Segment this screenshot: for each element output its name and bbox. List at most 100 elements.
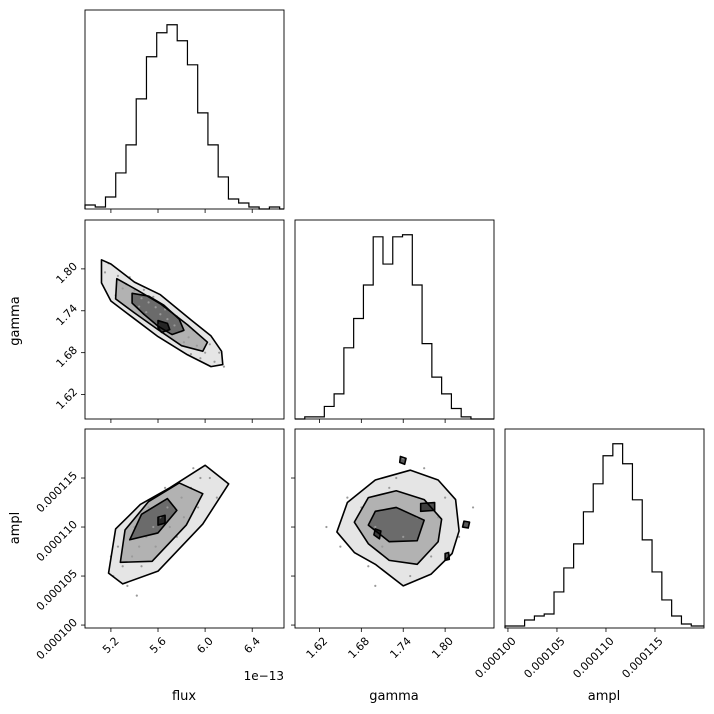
xtick-label-ampl-1: 0.000105 (521, 635, 567, 681)
sample-point-flux-ampl-25 (192, 467, 195, 470)
sample-point-flux-ampl-14 (140, 565, 143, 568)
sample-point-flux-gamma-30 (103, 271, 107, 274)
ytick-label-gamma-1: 1.68 (54, 344, 81, 371)
xtick-label-flux-1: 5.6 (147, 635, 169, 657)
density-flux-ampl-2 (129, 498, 177, 540)
contour-flux-ampl-3 (157, 514, 166, 526)
contour-gamma-ampl-5 (398, 455, 407, 466)
panel-frame-flux-ampl (84, 428, 285, 629)
contour-gamma-ampl-0 (336, 469, 460, 587)
sample-point-flux-gamma-23 (182, 341, 186, 344)
panel-hist-flux (84, 9, 285, 210)
xlabel-ampl: ampl (588, 689, 621, 704)
ylabel-ampl: ampl (8, 512, 23, 545)
sample-point-flux-ampl-18 (196, 506, 200, 509)
sample-point-flux-ampl-16 (168, 525, 171, 529)
ytick-label-gamma-3: 1.80 (54, 260, 81, 287)
sample-point-gamma-ampl-14 (381, 545, 384, 548)
contour-gamma-ampl-4 (419, 501, 436, 513)
histogram-gamma (295, 234, 494, 420)
sample-point-flux-gamma-4 (140, 297, 143, 300)
sample-point-gamma-ampl-2 (374, 525, 377, 529)
sample-point-flux-gamma-3 (133, 289, 136, 292)
sample-point-flux-gamma-25 (199, 357, 202, 360)
panel-gamma-ampl (325, 455, 475, 587)
sample-point-flux-ampl-1 (121, 565, 124, 568)
ytick-label-ampl-0: 0.000100 (34, 616, 80, 662)
sample-point-gamma-ampl-0 (339, 545, 342, 548)
contour-gamma-ampl-7 (444, 551, 451, 562)
sample-point-flux-gamma-7 (159, 313, 162, 316)
sample-point-flux-gamma-26 (208, 343, 211, 346)
sample-point-gamma-ampl-6 (430, 555, 433, 558)
density-gamma-ampl-1 (354, 490, 442, 565)
sample-point-flux-ampl-17 (182, 516, 186, 519)
sample-point-gamma-ampl-9 (395, 476, 398, 480)
ytick-label-gamma-0: 1.62 (54, 385, 81, 412)
panel-flux-gamma (100, 258, 226, 368)
sample-point-gamma-ampl-7 (444, 496, 447, 499)
contour-gamma-ampl-3 (373, 528, 382, 540)
sample-point-flux-gamma-8 (166, 318, 169, 321)
sample-point-flux-gamma-18 (152, 295, 155, 298)
sample-point-flux-gamma-33 (189, 352, 193, 356)
sample-point-gamma-ampl-8 (367, 565, 370, 568)
sample-point-gamma-ampl-11 (423, 467, 426, 470)
xtick-label-gamma-1: 1.68 (346, 635, 373, 662)
panel-hist-ampl (504, 428, 705, 629)
sample-point-flux-ampl-5 (152, 525, 155, 529)
xtick-label-gamma-0: 1.62 (304, 635, 331, 662)
sample-point-gamma-ampl-12 (457, 535, 461, 538)
xtick-label-ampl-2: 0.000110 (570, 635, 616, 681)
sample-point-flux-ampl-7 (166, 506, 169, 509)
flux-offset-text: 1e−13 (244, 669, 284, 683)
sample-point-gamma-ampl-13 (346, 496, 349, 499)
xlabel-flux: flux (172, 689, 196, 704)
sample-point-flux-gamma-32 (142, 288, 145, 291)
ytick-label-ampl-2: 0.000110 (34, 518, 80, 564)
contour-flux-ampl-1 (119, 482, 204, 564)
histogram-flux (84, 24, 284, 210)
sample-point-flux-gamma-12 (195, 344, 198, 347)
contour-flux-gamma-2 (131, 292, 185, 336)
sample-point-flux-gamma-31 (222, 365, 226, 368)
sample-point-flux-gamma-5 (147, 301, 150, 304)
density-flux-ampl-0 (108, 465, 229, 584)
sample-point-flux-gamma-29 (218, 351, 221, 354)
sample-point-flux-gamma-16 (138, 305, 141, 308)
sample-point-flux-gamma-11 (187, 336, 190, 339)
xtick-label-flux-0: 5.2 (100, 635, 122, 657)
ylabel-gamma: gamma (8, 296, 23, 346)
sample-point-gamma-ampl-16 (471, 506, 475, 509)
sample-point-flux-gamma-6 (154, 306, 157, 309)
sample-point-flux-gamma-14 (213, 360, 216, 363)
sample-point-flux-ampl-12 (208, 476, 211, 480)
sample-point-flux-ampl-21 (147, 506, 150, 509)
histogram-ampl (504, 443, 704, 628)
panel-flux-ampl (107, 464, 230, 597)
xtick-label-ampl-0: 0.000100 (472, 635, 518, 681)
contour-flux-ampl-2 (128, 497, 178, 541)
sample-point-flux-ampl-22 (163, 486, 167, 489)
ytick-label-gamma-2: 1.74 (54, 302, 81, 329)
sample-point-flux-ampl-9 (180, 496, 183, 499)
sample-point-flux-gamma-1 (116, 274, 120, 277)
density-gamma-ampl-4 (420, 502, 435, 512)
sample-point-flux-ampl-19 (116, 545, 120, 548)
xtick-label-gamma-3: 1.80 (429, 635, 456, 662)
xlabel-gamma: gamma (369, 689, 419, 704)
xtick-label-flux-3: 6.4 (241, 635, 263, 657)
sample-point-flux-ampl-24 (135, 594, 138, 597)
sample-point-gamma-ampl-17 (325, 525, 328, 529)
contour-flux-gamma-0 (100, 258, 224, 368)
panel-hist-gamma (294, 219, 495, 420)
sample-point-flux-ampl-13 (126, 584, 129, 587)
sample-point-flux-gamma-15 (121, 287, 124, 290)
sample-point-gamma-ampl-4 (402, 535, 405, 538)
sample-point-flux-gamma-17 (145, 311, 148, 314)
xtick-label-flux-2: 6.0 (194, 635, 216, 657)
sample-point-flux-ampl-15 (154, 545, 157, 548)
sample-point-flux-ampl-2 (131, 555, 134, 558)
sample-point-flux-ampl-3 (138, 545, 141, 548)
